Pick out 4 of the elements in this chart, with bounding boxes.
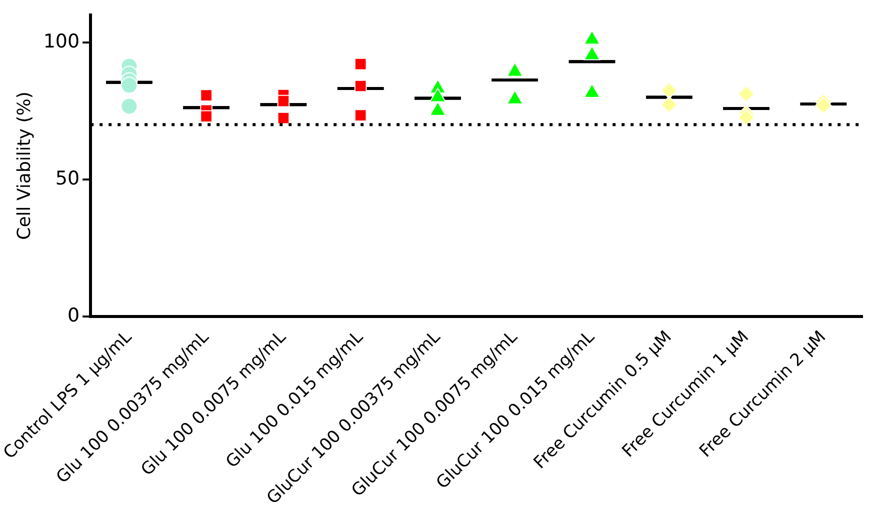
y-tick-label: 0: [68, 304, 80, 326]
y-tick-label: 100: [43, 30, 80, 52]
y-axis-title: Cell Viability (%): [14, 92, 36, 240]
y-tick-label: 50: [55, 167, 80, 190]
